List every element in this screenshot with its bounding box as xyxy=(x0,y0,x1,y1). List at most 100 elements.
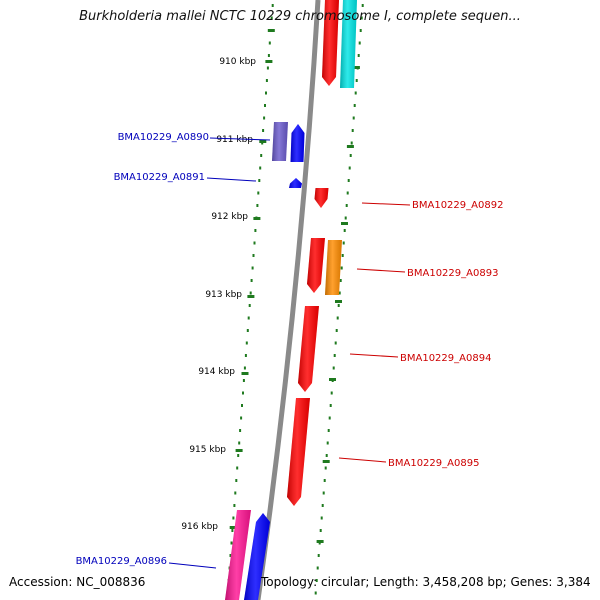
guide-dot xyxy=(316,566,319,570)
gene-label[interactable]: BMA10229_A0892 xyxy=(412,200,503,211)
guide-dot xyxy=(252,254,255,257)
gene-feature-shading xyxy=(314,188,329,208)
guide-dot xyxy=(358,41,361,45)
guide-dot xyxy=(244,354,247,357)
guide-dot xyxy=(349,154,352,157)
track-dash xyxy=(322,460,330,463)
guide-dot xyxy=(266,66,269,70)
ruler-label: 914 kbp xyxy=(198,367,235,377)
gene-label[interactable]: BMA10229_A0896 xyxy=(76,556,167,567)
guide-dot xyxy=(335,329,338,332)
guide-dot xyxy=(328,416,331,420)
guide-dot xyxy=(236,466,239,470)
gene-label-leader xyxy=(349,353,399,358)
guide-dot xyxy=(245,341,248,345)
guide-dot xyxy=(321,504,324,507)
track-dash xyxy=(329,378,336,381)
guide-dot xyxy=(270,16,273,20)
guide-dot xyxy=(348,166,351,170)
gene-label[interactable]: BMA10229_A0893 xyxy=(407,268,498,279)
guide-dot xyxy=(352,116,355,120)
guide-dot xyxy=(240,416,243,420)
guide-dot xyxy=(249,291,252,295)
guide-dot xyxy=(235,479,238,482)
ruler-label: 913 kbp xyxy=(205,290,242,300)
guide-dot xyxy=(355,79,358,82)
gene-label[interactable]: BMA10229_A0895 xyxy=(388,458,479,469)
gene-label-leader xyxy=(209,137,271,141)
track-dash xyxy=(253,217,261,220)
guide-dot xyxy=(360,16,363,20)
guide-dot xyxy=(258,179,261,182)
track-dash xyxy=(267,29,275,32)
guide-dot xyxy=(263,116,266,120)
guide-dot xyxy=(340,266,343,270)
gene-label-leader xyxy=(338,457,387,463)
guide-dot xyxy=(323,479,326,482)
guide-dot xyxy=(357,54,360,57)
guide-dot xyxy=(342,241,345,245)
gene-feature-shading xyxy=(287,398,310,506)
gene-label-leader xyxy=(356,268,406,273)
guide-dot xyxy=(251,266,254,270)
guide-dot xyxy=(344,216,347,220)
guide-dot xyxy=(345,204,348,207)
guide-dot xyxy=(341,254,344,257)
guide-dot xyxy=(317,554,320,557)
guide-dot xyxy=(232,516,235,520)
guide-dot xyxy=(320,516,323,520)
gene-label[interactable]: BMA10229_A0890 xyxy=(118,132,209,143)
guide-dot xyxy=(234,491,237,495)
guide-dot xyxy=(327,429,330,432)
gene-feature-shading xyxy=(289,178,302,188)
guide-dot xyxy=(259,166,262,170)
guide-dot xyxy=(239,429,242,432)
guide-dot xyxy=(242,391,244,395)
guide-dot xyxy=(267,54,270,57)
guide-dot xyxy=(238,441,241,445)
track-dash xyxy=(229,526,237,529)
track-dash xyxy=(265,60,273,63)
guide-dot xyxy=(361,4,364,7)
guide-dot xyxy=(339,279,342,282)
chromosome-backbone xyxy=(255,0,321,600)
guide-dot xyxy=(325,454,328,457)
guide-dot xyxy=(337,304,340,307)
track-dash xyxy=(241,372,249,375)
guide-dot xyxy=(262,129,265,132)
guide-dot xyxy=(271,4,274,7)
guide-dot xyxy=(257,191,260,195)
gene-feature-shading xyxy=(325,240,342,295)
gene-feature-shading xyxy=(298,306,319,392)
guide-dot xyxy=(329,404,332,407)
track-dash xyxy=(247,295,255,298)
guide-dot xyxy=(333,354,336,357)
guide-dot xyxy=(268,41,271,45)
track-dash xyxy=(316,540,324,543)
guide-dot xyxy=(324,466,327,470)
track-dash xyxy=(346,145,354,148)
guide-dot xyxy=(264,104,266,107)
guide-dot xyxy=(265,79,268,82)
guide-dot xyxy=(242,379,245,382)
guide-dot xyxy=(338,291,341,295)
gene-feature-shading xyxy=(244,513,270,600)
guide-dot xyxy=(253,241,256,245)
gene-feature-shading xyxy=(225,510,251,600)
ruler-label: 912 kbp xyxy=(211,212,248,222)
guide-dot xyxy=(350,141,353,145)
gene-label[interactable]: BMA10229_A0891 xyxy=(114,172,205,183)
guide-dot xyxy=(343,229,346,232)
guide-dot xyxy=(359,29,362,32)
gene-feature-shading xyxy=(272,122,288,161)
ruler-label: 915 kbp xyxy=(189,445,226,455)
guide-dot xyxy=(233,504,236,507)
track-dash xyxy=(335,300,342,303)
gene-label[interactable]: BMA10229_A0894 xyxy=(400,353,491,364)
guide-dot xyxy=(314,591,317,595)
guide-dot xyxy=(231,529,234,532)
guide-dot xyxy=(326,441,329,445)
gene-label-leader xyxy=(361,202,411,206)
guide-dot xyxy=(334,341,337,345)
